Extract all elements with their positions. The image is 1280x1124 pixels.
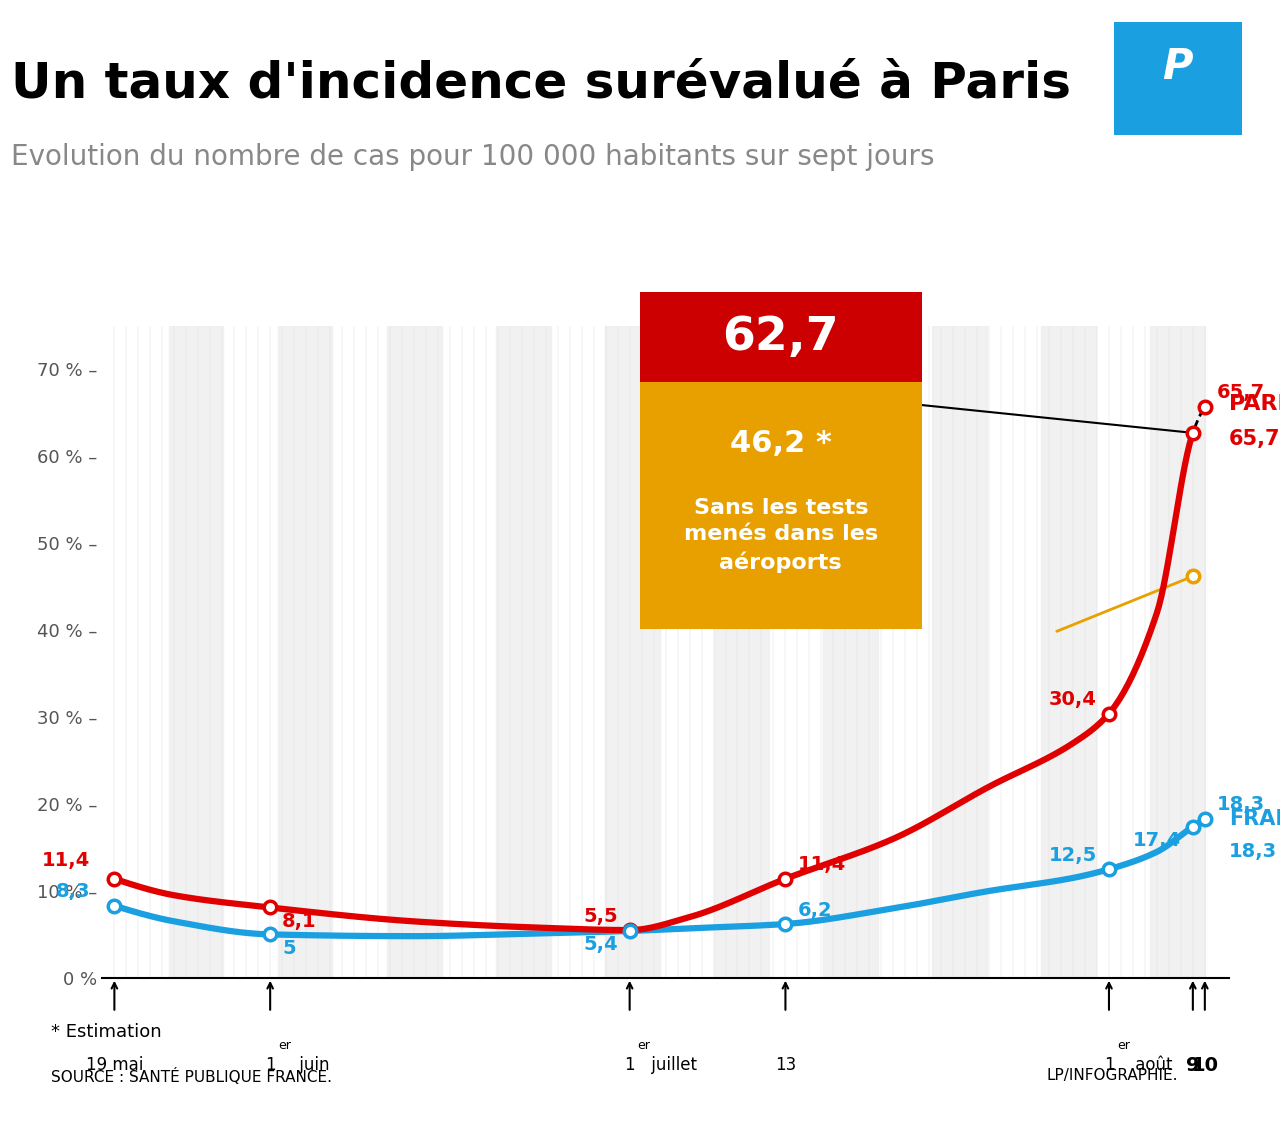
Bar xyxy=(278,326,333,978)
Text: er: er xyxy=(637,1039,650,1052)
Bar xyxy=(714,326,769,978)
Text: Evolution du nombre de cas pour 100 000 habitants sur sept jours: Evolution du nombre de cas pour 100 000 … xyxy=(10,144,934,171)
Text: 62,7: 62,7 xyxy=(722,315,840,360)
Text: 30,4: 30,4 xyxy=(1050,690,1097,709)
Text: 46,2 *: 46,2 * xyxy=(730,429,832,459)
Text: Sans les tests
menés dans les
aéroports: Sans les tests menés dans les aéroports xyxy=(684,498,878,573)
Text: LP/INFOGRAPHIE.: LP/INFOGRAPHIE. xyxy=(1046,1068,1178,1082)
Bar xyxy=(932,326,987,978)
Text: 13: 13 xyxy=(774,1057,796,1075)
Text: 19 mai: 19 mai xyxy=(86,1057,143,1075)
Text: 65,7: 65,7 xyxy=(1217,383,1265,402)
Text: 10: 10 xyxy=(1192,1057,1219,1076)
Text: 5: 5 xyxy=(282,939,296,958)
Text: Un taux d'incidence surévalué à Paris: Un taux d'incidence surévalué à Paris xyxy=(10,58,1071,107)
Text: 6,2: 6,2 xyxy=(797,900,832,919)
Text: P: P xyxy=(1162,46,1193,89)
Text: 11,4: 11,4 xyxy=(42,851,91,870)
Text: juillet: juillet xyxy=(646,1057,698,1075)
Bar xyxy=(1151,326,1204,978)
Text: 18,3: 18,3 xyxy=(1229,842,1277,861)
Text: 9: 9 xyxy=(1187,1057,1199,1076)
Bar xyxy=(169,326,224,978)
Text: 8,3: 8,3 xyxy=(56,882,91,901)
Bar xyxy=(1041,326,1096,978)
Text: 17,4: 17,4 xyxy=(1133,831,1181,850)
Text: 11,4: 11,4 xyxy=(797,855,846,874)
Text: * Estimation: * Estimation xyxy=(51,1023,161,1041)
Text: FRANCE: FRANCE xyxy=(1229,809,1280,828)
Text: 65,7: 65,7 xyxy=(1229,429,1280,448)
Bar xyxy=(497,326,550,978)
Text: 12,5: 12,5 xyxy=(1048,846,1097,864)
Bar xyxy=(387,326,442,978)
Text: juin: juin xyxy=(294,1057,330,1075)
Text: 5,4: 5,4 xyxy=(584,935,618,954)
Text: er: er xyxy=(278,1039,291,1052)
Bar xyxy=(605,326,659,978)
Text: août: août xyxy=(1130,1057,1172,1075)
Text: SOURCE : SANTÉ PUBLIQUE FRANCE.: SOURCE : SANTÉ PUBLIQUE FRANCE. xyxy=(51,1068,333,1085)
Text: 1: 1 xyxy=(625,1057,635,1075)
Text: 1: 1 xyxy=(1103,1057,1115,1075)
Text: 8,1: 8,1 xyxy=(282,912,316,931)
Text: 18,3: 18,3 xyxy=(1217,796,1265,815)
Text: er: er xyxy=(1117,1039,1130,1052)
Bar xyxy=(823,326,878,978)
Text: PARIS: PARIS xyxy=(1229,395,1280,414)
Text: 5,5: 5,5 xyxy=(584,907,618,926)
Text: 1: 1 xyxy=(265,1057,275,1075)
